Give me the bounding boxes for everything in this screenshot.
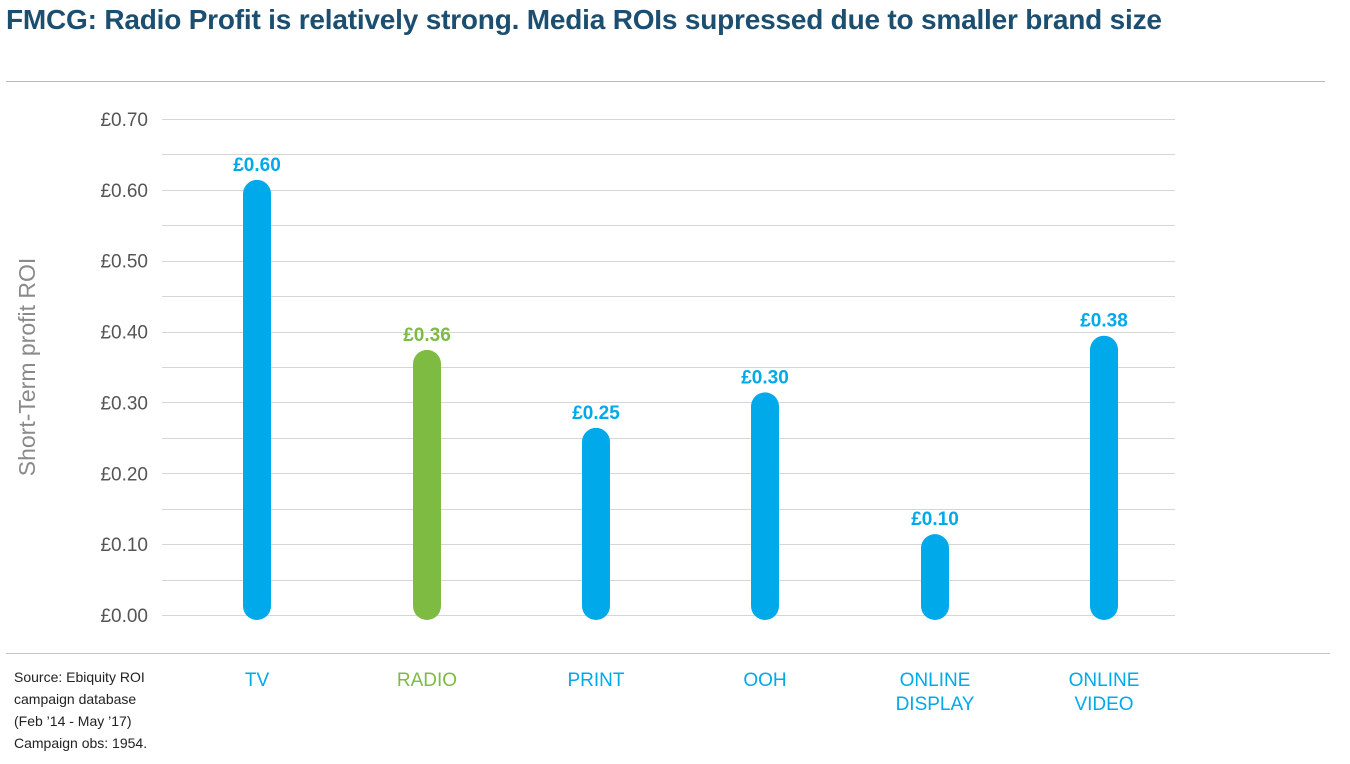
source-line: Source: Ebiquity ROI xyxy=(14,669,145,685)
y-tick-label: £0.00 xyxy=(100,606,148,627)
y-tick-label: £0.10 xyxy=(100,535,148,556)
source-line: (Feb ’14 - May ’17) xyxy=(14,713,132,729)
bar xyxy=(921,534,949,620)
y-axis-label: Short-Term profit ROI xyxy=(14,258,40,477)
chart-title: FMCG: Radio Profit is relatively strong.… xyxy=(6,4,1162,35)
x-tick-label: PRINT xyxy=(568,670,625,691)
bar xyxy=(751,392,779,620)
axis-divider xyxy=(6,653,1330,654)
title-divider xyxy=(6,81,1325,82)
x-tick-label: ONLINE xyxy=(1069,670,1140,691)
data-label: £0.30 xyxy=(741,367,789,388)
bar xyxy=(582,427,610,620)
x-tick-label: ONLINE xyxy=(900,670,971,691)
data-label: £0.10 xyxy=(911,509,959,530)
y-tick-label: £0.70 xyxy=(100,110,148,131)
source-note: Source: Ebiquity ROI campaign database (… xyxy=(14,666,184,754)
bar xyxy=(243,179,271,620)
x-tick-label: DISPLAY xyxy=(896,694,975,715)
data-label: £0.60 xyxy=(233,155,281,176)
data-label: £0.36 xyxy=(403,325,451,346)
y-tick-label: £0.40 xyxy=(100,323,148,344)
y-tick-label: £0.60 xyxy=(100,181,148,202)
y-tick-label: £0.20 xyxy=(100,464,148,485)
y-tick-label: £0.30 xyxy=(100,393,148,414)
y-tick-label: £0.50 xyxy=(100,252,148,273)
x-tick-label: VIDEO xyxy=(1074,694,1133,715)
data-label: £0.38 xyxy=(1080,311,1128,332)
x-tick-label: OOH xyxy=(743,670,786,691)
x-tick-label: TV xyxy=(245,670,270,691)
x-tick-label: RADIO xyxy=(397,670,457,691)
source-line: campaign database xyxy=(14,691,137,707)
data-label: £0.25 xyxy=(572,403,620,424)
source-line: Campaign obs: 1954. xyxy=(14,735,148,751)
bar xyxy=(1090,335,1118,620)
bar xyxy=(413,349,441,620)
